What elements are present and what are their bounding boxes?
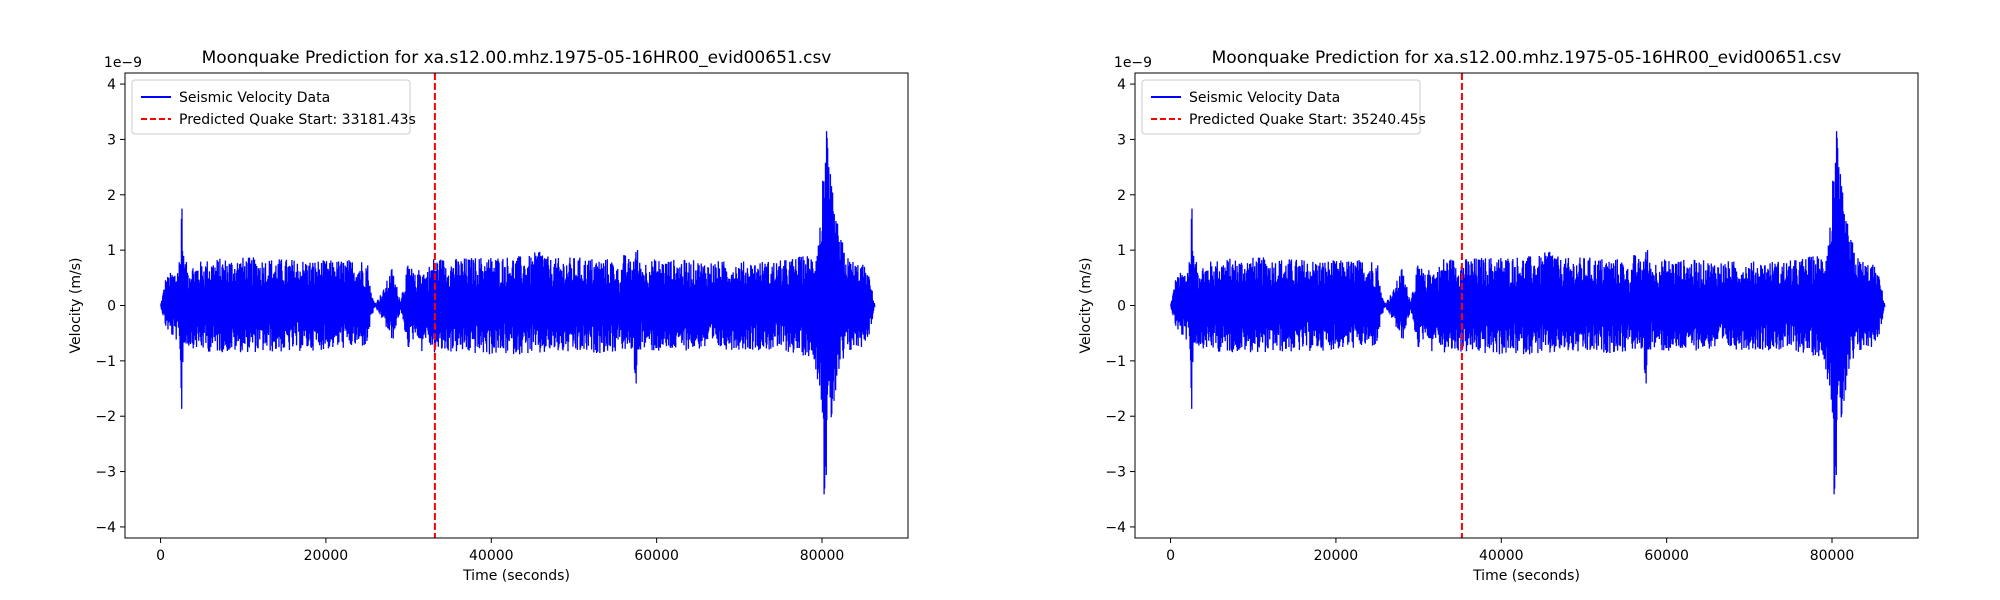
y-tick-label: −3 [1105, 465, 1126, 481]
y-axis-label: Velocity (m/s) [68, 258, 84, 354]
legend-label: Seismic Velocity Data [1189, 90, 1340, 106]
x-tick-label: 20000 [1314, 548, 1359, 564]
series-line-seismic-velocity [1169, 131, 1886, 495]
series-line-seismic-velocity [159, 131, 876, 495]
y-tick-label: −1 [95, 354, 116, 370]
chart-title: Moonquake Prediction for xa.s12.00.mhz.1… [202, 48, 832, 68]
legend-label: Seismic Velocity Data [179, 90, 330, 106]
x-tick-label: 0 [1166, 548, 1175, 564]
x-tick-label: 0 [156, 548, 165, 564]
x-tick-label: 40000 [1479, 548, 1524, 564]
x-axis-label: Time (seconds) [1472, 568, 1580, 584]
x-tick-label: 40000 [469, 548, 514, 564]
chart-panel-2: 0 20000 40000 60000 80000 −4 −3 −2 −1 0 1 2 3 4 1e−9 Mo… [1078, 48, 1919, 584]
y-tick-label: −4 [95, 520, 116, 536]
chart-title: Moonquake Prediction for xa.s12.00.mhz.1… [1212, 48, 1842, 68]
y-tick-label: −2 [95, 409, 116, 425]
legend-label: Predicted Quake Start: 35240.45s [1189, 112, 1426, 128]
y-tick-label: 0 [107, 299, 116, 315]
y-tick-label: 4 [1117, 77, 1126, 93]
y-tick-label: 2 [107, 188, 116, 204]
y-offset-text: 1e−9 [104, 55, 142, 71]
y-tick-label: 0 [1117, 299, 1126, 315]
x-tick-label: 60000 [1644, 548, 1689, 564]
y-tick-label: −1 [1105, 354, 1126, 370]
y-tick-label: −2 [1105, 409, 1126, 425]
legend: Seismic Velocity Data Predicted Quake Sta… [1141, 79, 1426, 135]
legend-box [131, 79, 411, 135]
y-axis-label: Velocity (m/s) [1078, 258, 1094, 354]
x-tick-label: 60000 [634, 548, 679, 564]
y-tick-label: −4 [1105, 520, 1126, 536]
y-tick-label: 2 [1117, 188, 1126, 204]
y-offset-text: 1e−9 [1114, 55, 1152, 71]
y-tick-label: 4 [107, 77, 116, 93]
chart-panel-1: 0 20000 40000 60000 80000 −4 −3 −2 −1 0 1 2 3 4 1e−9 Mo… [68, 48, 909, 584]
x-axis-label: Time (seconds) [462, 568, 570, 584]
y-tick-label: 1 [107, 243, 116, 259]
legend-label: Predicted Quake Start: 33181.43s [179, 112, 416, 128]
legend: Seismic Velocity Data Predicted Quake Sta… [131, 79, 416, 135]
y-tick-label: 3 [1117, 132, 1126, 148]
y-tick-label: 1 [1117, 243, 1126, 259]
y-tick-label: −3 [95, 465, 116, 481]
legend-box [1141, 79, 1421, 135]
x-tick-label: 20000 [304, 548, 349, 564]
x-tick-label: 80000 [800, 548, 845, 564]
x-tick-label: 80000 [1810, 548, 1855, 564]
y-tick-label: 3 [107, 132, 116, 148]
